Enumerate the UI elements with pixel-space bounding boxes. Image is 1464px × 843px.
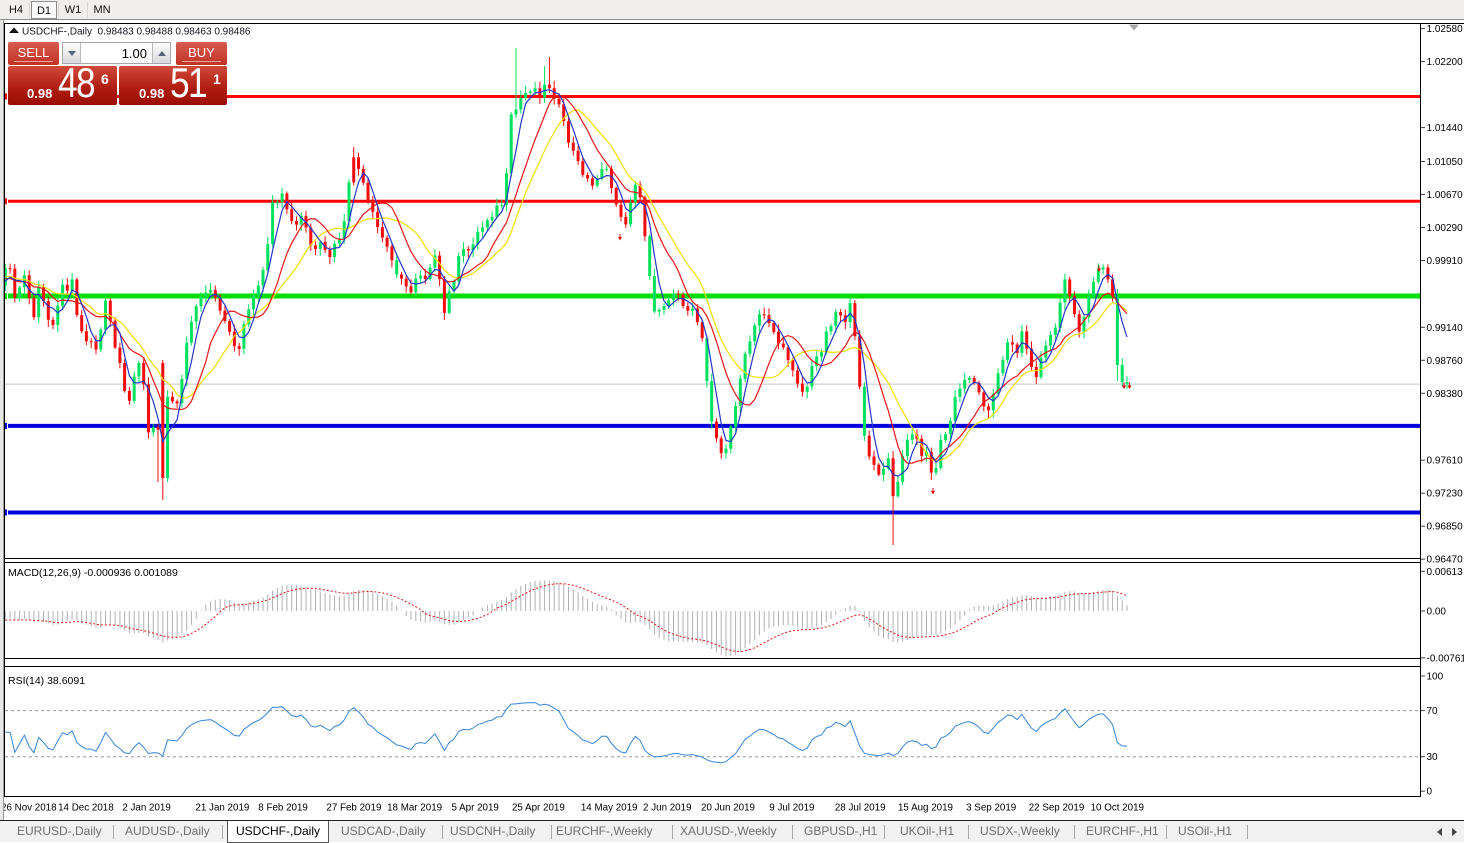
- svg-text:0.00: 0.00: [1427, 607, 1447, 618]
- svg-text:3 Sep 2019: 3 Sep 2019: [966, 803, 1016, 814]
- svg-text:70: 70: [1427, 706, 1439, 717]
- svg-text:25 Apr 2019: 25 Apr 2019: [512, 803, 565, 814]
- svg-text:9 Jul 2019: 9 Jul 2019: [769, 803, 814, 814]
- svg-text:14 May 2019: 14 May 2019: [581, 803, 638, 814]
- svg-text:1.00290: 1.00290: [1427, 223, 1464, 234]
- svg-text:0.96850: 0.96850: [1427, 522, 1464, 533]
- svg-text:2 Jun 2019: 2 Jun 2019: [643, 803, 691, 814]
- svg-text:-0.007612: -0.007612: [1427, 653, 1464, 664]
- svg-text:0.99140: 0.99140: [1427, 323, 1464, 334]
- svg-text:MACD(12,26,9) -0.000936 0.0010: MACD(12,26,9) -0.000936 0.001089: [8, 567, 178, 579]
- svg-text:1.01440: 1.01440: [1427, 123, 1464, 134]
- svg-text:30: 30: [1427, 752, 1439, 763]
- svg-text:21 Jan 2019: 21 Jan 2019: [195, 803, 249, 814]
- svg-text:1.00670: 1.00670: [1427, 190, 1464, 201]
- svg-text:USDCHF-,Daily 0.98483 0.98488: USDCHF-,Daily 0.98483 0.98488 0.98463 0.…: [22, 27, 251, 38]
- svg-text:15 Aug 2019: 15 Aug 2019: [898, 803, 953, 814]
- svg-text:0.99910: 0.99910: [1427, 256, 1464, 267]
- svg-text:5 Apr 2019: 5 Apr 2019: [451, 803, 498, 814]
- svg-text:100: 100: [1427, 672, 1444, 683]
- svg-text:0.97610: 0.97610: [1427, 456, 1464, 467]
- svg-text:8 Feb 2019: 8 Feb 2019: [258, 803, 308, 814]
- svg-text:0.96470: 0.96470: [1427, 555, 1464, 566]
- svg-text:28 Jul 2019: 28 Jul 2019: [835, 803, 886, 814]
- svg-text:1.02580: 1.02580: [1427, 24, 1464, 35]
- svg-text:27 Feb 2019: 27 Feb 2019: [326, 803, 381, 814]
- svg-text:26 Nov 2018: 26 Nov 2018: [1, 803, 57, 814]
- svg-text:1.01050: 1.01050: [1427, 157, 1464, 168]
- svg-text:18 Mar 2019: 18 Mar 2019: [387, 803, 442, 814]
- svg-text:20 Jun 2019: 20 Jun 2019: [701, 803, 755, 814]
- svg-text:0.98760: 0.98760: [1427, 356, 1464, 367]
- svg-text:0.98380: 0.98380: [1427, 389, 1464, 400]
- svg-text:22 Sep 2019: 22 Sep 2019: [1029, 803, 1085, 814]
- svg-text:0.97230: 0.97230: [1427, 489, 1464, 500]
- svg-text:14 Dec 2018: 14 Dec 2018: [58, 803, 114, 814]
- svg-text:RSI(14) 38.6091: RSI(14) 38.6091: [8, 675, 85, 687]
- svg-text:10 Oct 2019: 10 Oct 2019: [1091, 803, 1144, 814]
- svg-text:0.00613: 0.00613: [1427, 567, 1464, 578]
- svg-text:1.02200: 1.02200: [1427, 57, 1464, 68]
- svg-text:2 Jan 2019: 2 Jan 2019: [122, 803, 170, 814]
- svg-text:0: 0: [1427, 787, 1433, 798]
